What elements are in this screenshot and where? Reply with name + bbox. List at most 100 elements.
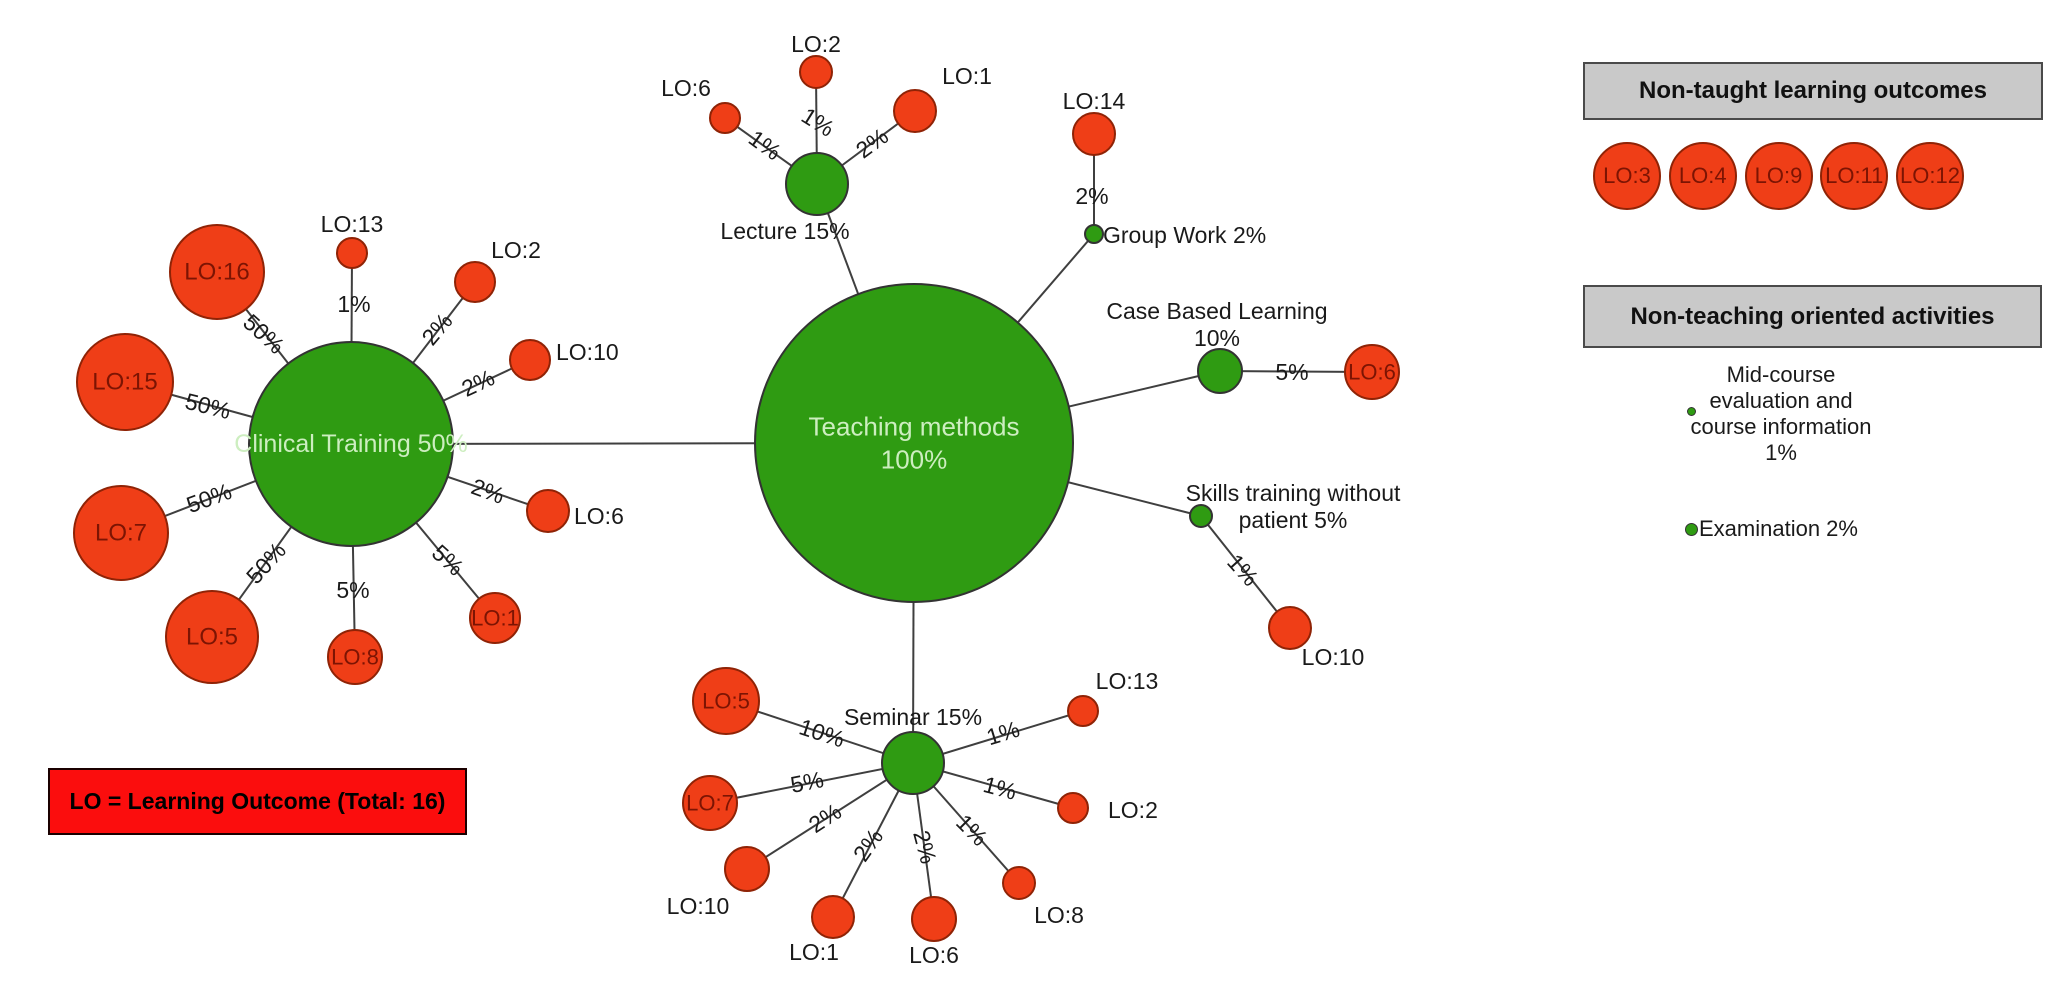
node-clinical — [248, 341, 454, 547]
diagram-text-label: LO:6 — [909, 942, 959, 968]
edge-percent-label-skills--sk-lo10: 1% — [1222, 549, 1264, 591]
node-cl-lo6 — [526, 489, 570, 533]
diagram-text-label: Seminar 15% — [844, 704, 982, 730]
diagram-text-label: LO:6 — [661, 75, 711, 101]
node-sem-lo7 — [682, 775, 738, 831]
node-label-sem-lo5: LO:5 — [702, 689, 750, 714]
diagram-text-label: Lecture 15% — [720, 218, 849, 244]
edge-percent-label-seminar--sem-lo1: 2% — [848, 824, 888, 866]
legend-lo-circle-lo-9: LO:9 — [1744, 142, 1813, 210]
edge-percent-label-clinical--cl-lo6: 2% — [468, 473, 508, 509]
node-label-teaching: Teaching methods 100% — [808, 412, 1019, 475]
edge-percent-label-clinical--cl-lo16: 50% — [238, 309, 290, 359]
node-seminar — [881, 731, 945, 795]
edge-percent-label-groupwork--gw-lo14: 2% — [1075, 183, 1108, 209]
edge-seminar--sem-lo10 — [746, 762, 914, 870]
edge-percent-label-seminar--sem-lo7: 5% — [788, 766, 826, 798]
node-cl-lo13 — [336, 237, 368, 269]
examination-label: Examination 2% — [1699, 516, 1858, 541]
node-lec-lo6 — [709, 102, 741, 134]
node-skills — [1189, 504, 1213, 528]
node-label-sem-lo7: LO:7 — [686, 791, 734, 816]
node-cbl-lo6 — [1344, 344, 1400, 400]
diagram-text-label: LO:1 — [789, 939, 839, 965]
diagram-text-label: LO:1 — [942, 63, 992, 89]
node-cl-lo5 — [165, 590, 259, 684]
legend-lo-circle-lo-11: LO:11 — [1820, 142, 1889, 210]
diagram-text-label: LO:10 — [556, 339, 619, 365]
legend-lo-circle-lo-3: LO:3 — [1593, 142, 1661, 210]
node-sem-lo13 — [1067, 695, 1099, 727]
node-lec-lo1 — [893, 89, 937, 133]
node-cl-lo10 — [509, 339, 551, 381]
node-cl-lo1 — [469, 592, 521, 644]
edge-percent-label-seminar--sem-lo5: 10% — [796, 714, 848, 753]
node-label-clinical: Clinical Training 50% — [234, 430, 467, 458]
edge-percent-label-clinical--cl-lo13: 1% — [337, 291, 370, 317]
edge-seminar--sem-lo7 — [709, 762, 914, 804]
edge-percent-label-clinical--cl-lo1: 5% — [427, 539, 469, 581]
node-sem-lo8 — [1002, 866, 1036, 900]
examination-dot-icon — [1685, 523, 1698, 536]
diagram-text-label: LO:13 — [1096, 668, 1159, 694]
non-teaching-activities-title: Non-teaching oriented activities — [1630, 302, 1995, 330]
diagram-text-label: Skills training without patient 5% — [1186, 480, 1401, 533]
node-sk-lo10 — [1268, 606, 1312, 650]
node-gw-lo14 — [1072, 112, 1116, 156]
edge-percent-label-clinical--cl-lo8: 5% — [336, 577, 369, 603]
diagram-text-label: LO:2 — [491, 237, 541, 263]
diagram-text-label: Group Work 2% — [1103, 222, 1266, 248]
edge-percent-label-clinical--cl-lo15: 50% — [183, 388, 234, 424]
diagram-text-label: LO:13 — [321, 211, 384, 237]
node-label-cbl-lo6: LO:6 — [1348, 360, 1396, 385]
lo-definition-note-text: LO = Learning Outcome (Total: 16) — [69, 788, 446, 814]
node-cbl — [1197, 348, 1243, 394]
node-lec-lo2 — [799, 55, 833, 89]
node-sem-lo1 — [811, 895, 855, 939]
diagram-text-label: LO:14 — [1063, 88, 1126, 114]
legend-lo-circle-lo-12: LO:12 — [1896, 142, 1964, 210]
diagram-text-label: LO:8 — [1034, 902, 1084, 928]
edge-percent-label-seminar--sem-lo2: 1% — [981, 771, 1020, 805]
diagram-text-label: Case Based Learning 10% — [1106, 298, 1327, 351]
lo-definition-note-box: LO = Learning Outcome (Total: 16) — [48, 768, 467, 835]
edge-skills--sk-lo10 — [1200, 515, 1291, 629]
node-label-cl-lo1: LO:1 — [471, 606, 519, 631]
node-sem-lo5 — [692, 667, 760, 735]
edge-percent-label-lecture--lec-lo1: 2% — [851, 123, 893, 164]
diagram-text-label: LO:10 — [1302, 644, 1365, 670]
legend-lo-circle-lo-4: LO:4 — [1668, 142, 1737, 210]
node-cl-lo16 — [169, 224, 265, 320]
node-cl-lo15 — [76, 333, 174, 431]
midcourse-evaluation-label: Mid-course evaluation and course informa… — [1690, 362, 1872, 465]
node-sem-lo6 — [911, 896, 957, 942]
diagram-text-label: LO:6 — [574, 503, 624, 529]
midcourse-evaluation-dot-icon — [1687, 407, 1696, 416]
node-lecture — [785, 152, 849, 216]
node-groupwork — [1084, 224, 1104, 244]
node-label-cl-lo7: LO:7 — [95, 520, 147, 547]
node-cl-lo8 — [327, 629, 383, 685]
non-taught-lo-circles-row: LO:3 LO:4 LO:9 LO:11 LO:12 — [1593, 142, 1964, 210]
non-taught-outcomes-header: Non-taught learning outcomes — [1583, 62, 2043, 120]
node-sem-lo2 — [1057, 792, 1089, 824]
edge-percent-label-lecture--lec-lo6: 1% — [744, 125, 786, 166]
diagram-text-label: LO:2 — [1108, 797, 1158, 823]
edge-percent-label-seminar--sem-lo10: 2% — [804, 798, 846, 838]
node-cl-lo7 — [73, 485, 169, 581]
node-cl-lo2 — [454, 261, 496, 303]
edge-percent-label-cbl--cbl-lo6: 5% — [1275, 359, 1308, 385]
non-taught-outcomes-title: Non-taught learning outcomes — [1639, 77, 1987, 104]
edge-percent-label-seminar--sem-lo8: 1% — [951, 809, 993, 851]
edge-percent-label-clinical--cl-lo7: 50% — [183, 478, 235, 518]
node-label-cl-lo8: LO:8 — [331, 645, 379, 670]
non-teaching-activities-header: Non-teaching oriented activities — [1583, 285, 2042, 348]
diagram-text-label: LO:10 — [667, 893, 730, 919]
diagram-text-label: LO:2 — [791, 31, 841, 57]
edge-percent-label-seminar--sem-lo13: 1% — [983, 716, 1022, 751]
edge-percent-label-clinical--cl-lo5: 50% — [241, 537, 291, 589]
node-teaching — [754, 283, 1074, 603]
edge-percent-label-seminar--sem-lo6: 2% — [908, 828, 942, 867]
node-label-cl-lo15: LO:15 — [92, 369, 157, 396]
